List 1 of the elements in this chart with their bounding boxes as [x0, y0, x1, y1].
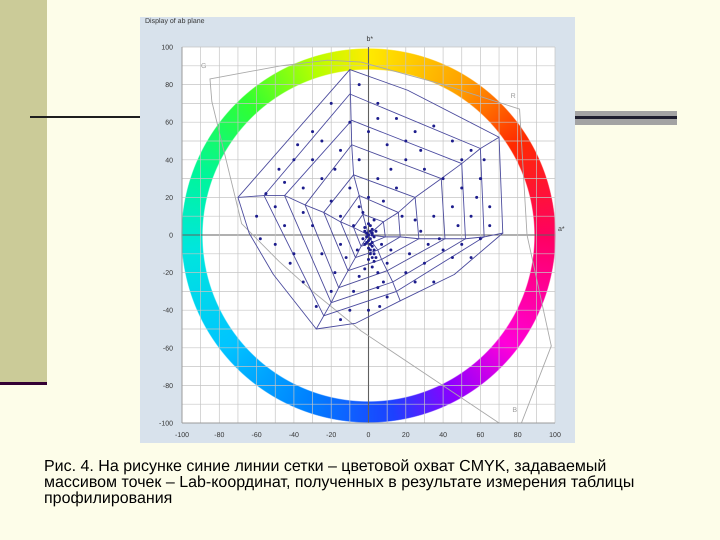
text: Рис. 4. На рисунке синие линии сетки – цветовой охват CMYK, задаваемый массивом точек – Lab-координат, полученных в результате измерения таблицы профилирования: [44, 458, 636, 507]
